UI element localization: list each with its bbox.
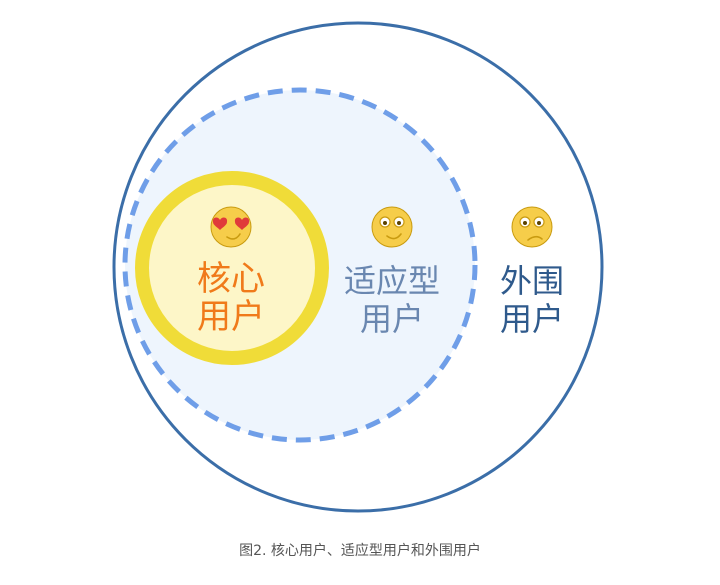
core-circle <box>135 171 329 365</box>
peripheral-label-line-1: 外围 <box>500 262 564 300</box>
user-circles-diagram: 核心 用户 适应型 用户 外围 用户 <box>112 21 604 513</box>
heart-eyes-smile-icon <box>210 206 252 248</box>
adaptive-label-line-1: 适应型 <box>344 262 440 300</box>
figure-caption: 图2. 核心用户、适应型用户和外围用户 <box>239 543 481 559</box>
core-label-line-1: 核心 <box>197 259 265 299</box>
peripheral-label-line-2: 用户 <box>500 300 564 338</box>
adaptive-label-line-2: 用户 <box>360 300 424 338</box>
frown-icon <box>511 206 553 248</box>
core-label-line-2: 用户 <box>197 297 265 337</box>
smile-icon <box>371 206 413 248</box>
